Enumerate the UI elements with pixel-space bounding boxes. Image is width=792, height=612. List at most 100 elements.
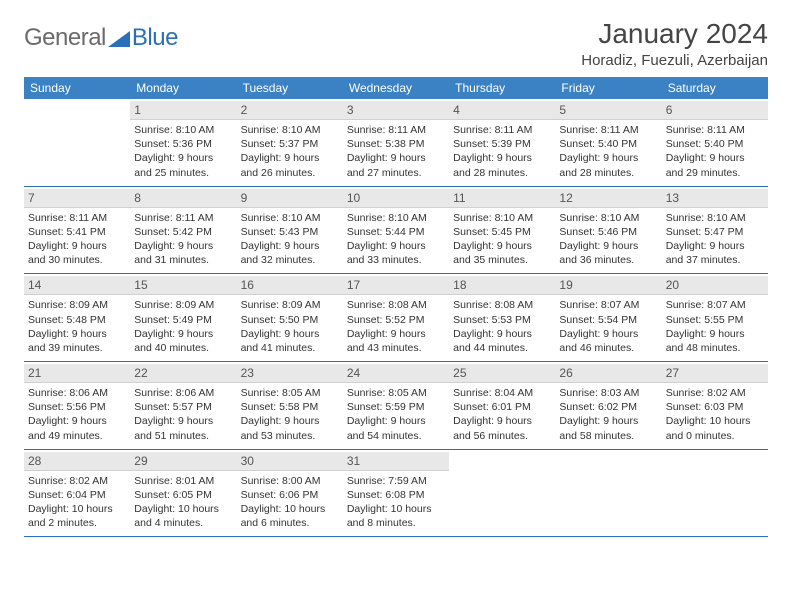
sunrise-text: Sunrise: 8:10 AM — [453, 211, 551, 225]
sunrise-text: Sunrise: 8:11 AM — [347, 123, 445, 137]
day-cell: 10Sunrise: 8:10 AMSunset: 5:44 PMDayligh… — [343, 187, 449, 274]
sunrise-text: Sunrise: 8:07 AM — [559, 298, 657, 312]
sunset-text: Sunset: 5:38 PM — [347, 137, 445, 151]
day-info: Sunrise: 8:05 AMSunset: 5:58 PMDaylight:… — [241, 386, 339, 443]
daylight-text: Daylight: 9 hours and 46 minutes. — [559, 327, 657, 355]
day-cell: 11Sunrise: 8:10 AMSunset: 5:45 PMDayligh… — [449, 187, 555, 274]
day-number: 9 — [237, 189, 343, 208]
sunset-text: Sunset: 6:05 PM — [134, 488, 232, 502]
sunrise-text: Sunrise: 8:05 AM — [347, 386, 445, 400]
daylight-text: Daylight: 10 hours and 8 minutes. — [347, 502, 445, 530]
day-header-cell: Saturday — [662, 77, 768, 99]
sunset-text: Sunset: 5:37 PM — [241, 137, 339, 151]
day-cell: 30 Sunrise: 8:00 AMSunset: 6:06 PMDayligh… — [237, 450, 343, 537]
sunset-text: Sunset: 5:44 PM — [347, 225, 445, 239]
day-info: Sunrise: 8:10 AMSunset: 5:36 PMDaylight:… — [134, 123, 232, 180]
sunrise-text: Sunrise: 8:00 AM — [241, 474, 339, 488]
sunrise-text: Sunrise: 8:03 AM — [559, 386, 657, 400]
sunrise-text: Sunrise: 8:09 AM — [134, 298, 232, 312]
day-info: Sunrise: 8:11 AMSunset: 5:38 PMDaylight:… — [347, 123, 445, 180]
day-header-cell: Monday — [130, 77, 236, 99]
month-title: January 2024 — [581, 18, 768, 50]
daylight-text: Daylight: 9 hours and 43 minutes. — [347, 327, 445, 355]
sunrise-text: Sunrise: 8:11 AM — [453, 123, 551, 137]
daylight-text: Daylight: 9 hours and 44 minutes. — [453, 327, 551, 355]
daylight-text: Daylight: 9 hours and 36 minutes. — [559, 239, 657, 267]
day-number: 14 — [24, 276, 130, 295]
day-number: 30 — [237, 452, 343, 471]
day-info: Sunrise: 8:02 AMSunset: 6:04 PMDaylight:… — [28, 474, 126, 531]
day-cell: 15Sunrise: 8:09 AMSunset: 5:49 PMDayligh… — [130, 274, 236, 361]
day-number: 12 — [555, 189, 661, 208]
day-cell: 21Sunrise: 8:06 AMSunset: 5:56 PMDayligh… — [24, 362, 130, 449]
daylight-text: Daylight: 9 hours and 29 minutes. — [666, 151, 764, 179]
logo-text-2: Blue — [132, 27, 178, 49]
sunset-text: Sunset: 5:48 PM — [28, 313, 126, 327]
day-cell: 17Sunrise: 8:08 AMSunset: 5:52 PMDayligh… — [343, 274, 449, 361]
sunrise-text: Sunrise: 8:07 AM — [666, 298, 764, 312]
day-number: 13 — [662, 189, 768, 208]
sunset-text: Sunset: 5:49 PM — [134, 313, 232, 327]
sunset-text: Sunset: 5:40 PM — [559, 137, 657, 151]
day-number: 23 — [237, 364, 343, 383]
day-number: 15 — [130, 276, 236, 295]
sunset-text: Sunset: 5:41 PM — [28, 225, 126, 239]
day-cell: 31Sunrise: 7:59 AMSunset: 6:08 PMDayligh… — [343, 450, 449, 537]
day-cell: 27Sunrise: 8:02 AMSunset: 6:03 PMDayligh… — [662, 362, 768, 449]
day-number: 18 — [449, 276, 555, 295]
daylight-text: Daylight: 9 hours and 25 minutes. — [134, 151, 232, 179]
sunset-text: Sunset: 5:42 PM — [134, 225, 232, 239]
week-row: 28 Sunrise: 8:02 AMSunset: 6:04 PMDayligh… — [24, 450, 768, 538]
day-info: Sunrise: 8:09 AMSunset: 5:48 PMDaylight:… — [28, 298, 126, 355]
day-cell: 3 Sunrise: 8:11 AMSunset: 5:38 PMDaylight… — [343, 99, 449, 186]
sunrise-text: Sunrise: 8:10 AM — [241, 123, 339, 137]
daylight-text: Daylight: 9 hours and 56 minutes. — [453, 414, 551, 442]
day-info: Sunrise: 8:11 AMSunset: 5:42 PMDaylight:… — [134, 211, 232, 268]
sunrise-text: Sunrise: 7:59 AM — [347, 474, 445, 488]
day-number: 28 — [24, 452, 130, 471]
day-info: Sunrise: 8:10 AMSunset: 5:37 PMDaylight:… — [241, 123, 339, 180]
daylight-text: Daylight: 9 hours and 48 minutes. — [666, 327, 764, 355]
day-cell: 12 Sunrise: 8:10 AMSunset: 5:46 PMDayligh… — [555, 187, 661, 274]
day-number: 3 — [343, 101, 449, 120]
sunset-text: Sunset: 5:58 PM — [241, 400, 339, 414]
day-number: 26 — [555, 364, 661, 383]
day-info: Sunrise: 8:09 AMSunset: 5:50 PMDaylight:… — [241, 298, 339, 355]
sunrise-text: Sunrise: 8:01 AM — [134, 474, 232, 488]
calendar: SundayMondayTuesdayWednesdayThursdayFrid… — [24, 77, 768, 537]
sunset-text: Sunset: 5:54 PM — [559, 313, 657, 327]
day-number: 25 — [449, 364, 555, 383]
day-number: 8 — [130, 189, 236, 208]
day-info: Sunrise: 8:00 AMSunset: 6:06 PMDaylight:… — [241, 474, 339, 531]
day-number: 31 — [343, 452, 449, 471]
title-block: January 2024 Horadiz, Fuezuli, Azerbaija… — [581, 18, 768, 69]
day-cell: 4Sunrise: 8:11 AMSunset: 5:39 PMDaylight… — [449, 99, 555, 186]
day-number: 27 — [662, 364, 768, 383]
sunrise-text: Sunrise: 8:06 AM — [28, 386, 126, 400]
sunrise-text: Sunrise: 8:11 AM — [559, 123, 657, 137]
day-number: 21 — [24, 364, 130, 383]
sunset-text: Sunset: 5:57 PM — [134, 400, 232, 414]
sunset-text: Sunset: 5:53 PM — [453, 313, 551, 327]
sunrise-text: Sunrise: 8:11 AM — [28, 211, 126, 225]
daylight-text: Daylight: 10 hours and 0 minutes. — [666, 414, 764, 442]
day-number — [555, 452, 661, 470]
day-info: Sunrise: 8:07 AMSunset: 5:54 PMDaylight:… — [559, 298, 657, 355]
day-number: 4 — [449, 101, 555, 120]
day-cell: 23 Sunrise: 8:05 AMSunset: 5:58 PMDayligh… — [237, 362, 343, 449]
day-cell — [662, 450, 768, 537]
sunrise-text: Sunrise: 8:10 AM — [666, 211, 764, 225]
sunset-text: Sunset: 5:46 PM — [559, 225, 657, 239]
sunrise-text: Sunrise: 8:10 AM — [134, 123, 232, 137]
sunrise-text: Sunrise: 8:09 AM — [241, 298, 339, 312]
daylight-text: Daylight: 9 hours and 27 minutes. — [347, 151, 445, 179]
day-info: Sunrise: 8:10 AMSunset: 5:46 PMDaylight:… — [559, 211, 657, 268]
daylight-text: Daylight: 9 hours and 33 minutes. — [347, 239, 445, 267]
day-cell — [449, 450, 555, 537]
day-info: Sunrise: 8:11 AMSunset: 5:40 PMDaylight:… — [666, 123, 764, 180]
sunrise-text: Sunrise: 8:04 AM — [453, 386, 551, 400]
day-cell: 7Sunrise: 8:11 AMSunset: 5:41 PMDaylight… — [24, 187, 130, 274]
day-cell: 28 Sunrise: 8:02 AMSunset: 6:04 PMDayligh… — [24, 450, 130, 537]
daylight-text: Daylight: 10 hours and 2 minutes. — [28, 502, 126, 530]
daylight-text: Daylight: 9 hours and 49 minutes. — [28, 414, 126, 442]
